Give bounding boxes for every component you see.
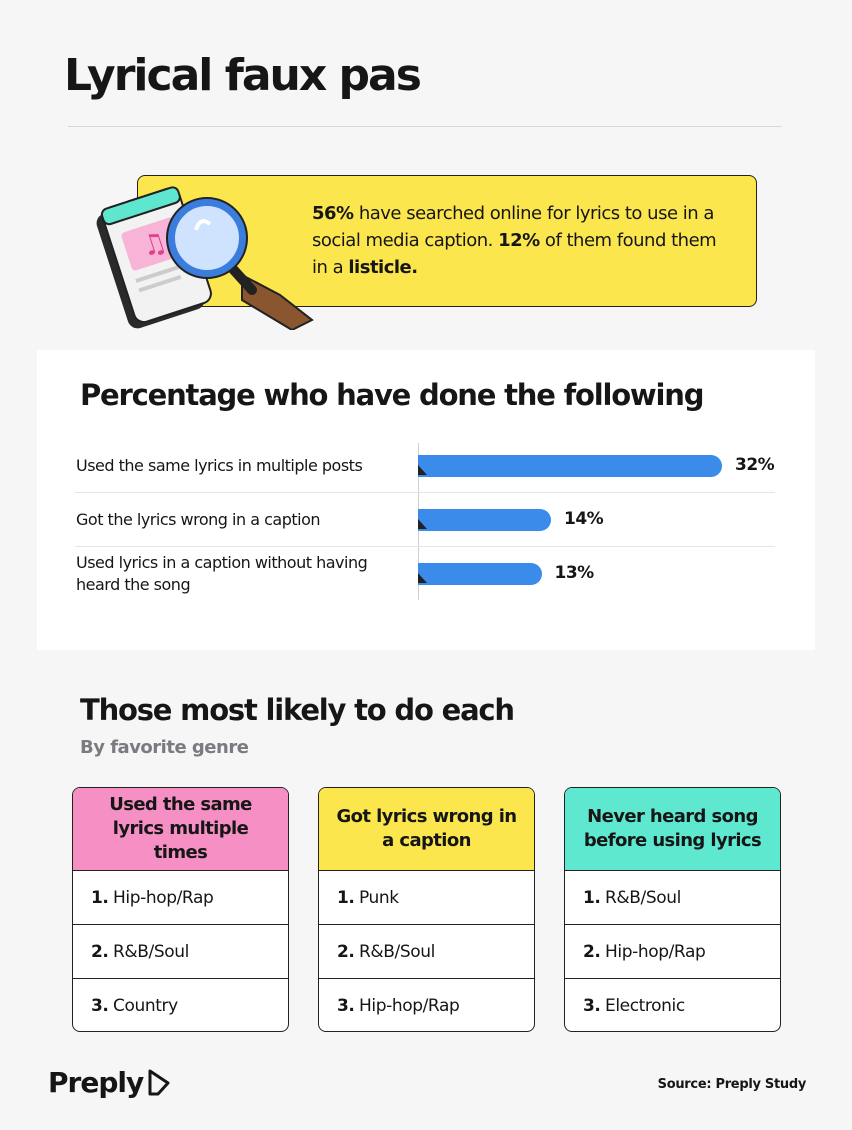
- section-title: Those most likely to do each: [80, 693, 515, 727]
- bar-shadow: [418, 573, 427, 583]
- rank: 2.: [337, 941, 355, 962]
- callout-strong: 56%: [312, 203, 354, 224]
- rank: 3.: [91, 996, 109, 1016]
- category-label: Got the lyrics wrong in a caption: [76, 510, 321, 529]
- genre: Punk: [359, 887, 399, 908]
- bar-shadow: [418, 465, 427, 475]
- page-title: Lyrical faux pas: [64, 50, 422, 101]
- genre: Hip-hop/Rap: [113, 887, 214, 908]
- bar: [418, 563, 542, 585]
- rank: 1.: [91, 887, 109, 908]
- rank: 3.: [583, 996, 601, 1016]
- callout-text: 56% have searched online for lyrics to u…: [312, 200, 732, 281]
- rank: 2.: [583, 941, 601, 962]
- callout-strong: 12%: [498, 230, 540, 251]
- genre-card: Got lyrics wrong in a caption 1. Punk 2. R&B…: [318, 787, 535, 1032]
- bar: [418, 455, 722, 477]
- value-label: 14%: [564, 509, 604, 529]
- genre: Hip-hop/Rap: [605, 941, 706, 962]
- value-label: 32%: [735, 455, 775, 475]
- bar: [418, 509, 551, 531]
- category-label: Used the same lyrics in multiple posts: [76, 456, 363, 475]
- genre: Hip-hop/Rap: [359, 996, 460, 1016]
- chart-panel: [37, 350, 815, 650]
- illustration: ♫: [96, 186, 314, 330]
- ranked-item: 2. Hip-hop/Rap: [565, 925, 780, 979]
- bar-shadow: [418, 519, 427, 529]
- source-note: Source: Preply Study: [657, 1077, 807, 1092]
- card-header: Used the same lyrics multiple times: [73, 788, 288, 871]
- genre: R&B/Soul: [359, 941, 435, 962]
- card-header: Never heard song before using lyrics: [565, 788, 780, 871]
- ranked-item: 3. Hip-hop/Rap: [319, 979, 534, 1031]
- ranked-item: 1. Punk: [319, 871, 534, 925]
- ranked-item: 3. Electronic: [565, 979, 780, 1031]
- genre-card: Used the same lyrics multiple times 1. Hip…: [72, 787, 289, 1032]
- ranked-item: 2. R&B/Soul: [73, 925, 288, 979]
- ranked-item: 1. Hip-hop/Rap: [73, 871, 288, 925]
- brand-icon: [148, 1069, 170, 1096]
- value-label: 13%: [554, 563, 595, 583]
- ranked-item: 1. R&B/Soul: [565, 871, 780, 925]
- row-divider: [75, 546, 775, 547]
- rank: 2.: [91, 941, 109, 962]
- callout-plain: of them found them in a: [312, 230, 717, 278]
- card-header: Got lyrics wrong in a caption: [319, 788, 534, 871]
- ranked-item: 2. R&B/Soul: [319, 925, 534, 979]
- brand-name: Preply: [48, 1066, 144, 1099]
- brand-logo: Preply: [48, 1066, 172, 1099]
- rank: 3.: [337, 996, 355, 1016]
- genre: R&B/Soul: [113, 941, 189, 962]
- genre: Country: [113, 996, 178, 1016]
- callout-plain: have searched online for lyrics to use i…: [312, 203, 714, 251]
- rank: 1.: [583, 887, 601, 908]
- section-subtitle: By favorite genre: [80, 737, 249, 758]
- ranked-item: 3. Country: [73, 979, 288, 1031]
- genre: Electronic: [605, 996, 685, 1016]
- category-label: Used lyrics in a caption without having …: [76, 553, 368, 594]
- callout-strong: listicle.: [348, 257, 418, 278]
- row-divider: [75, 492, 775, 493]
- genre: R&B/Soul: [605, 887, 681, 908]
- divider: [68, 126, 782, 127]
- chart-title: Percentage who have done the following: [80, 378, 704, 412]
- rank: 1.: [337, 887, 355, 908]
- genre-card: Never heard song before using lyrics 1. R&…: [564, 787, 781, 1032]
